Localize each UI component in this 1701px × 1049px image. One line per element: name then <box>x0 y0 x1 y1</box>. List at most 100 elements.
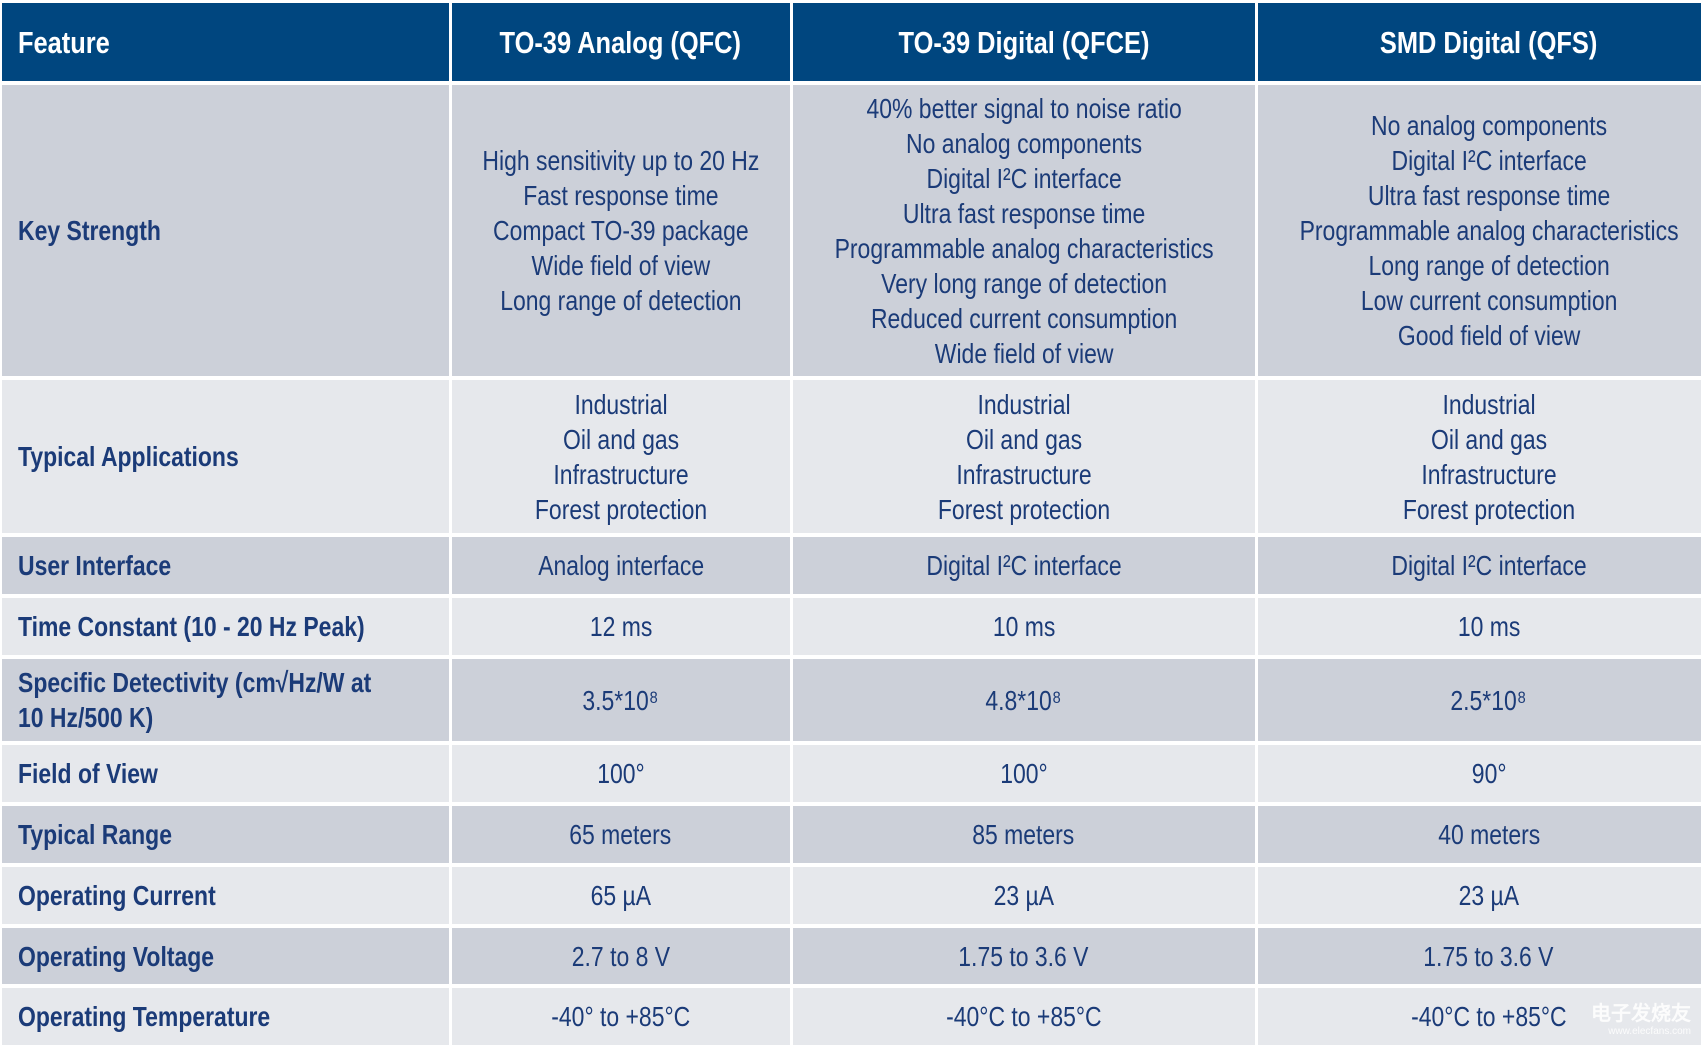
cell-line: Specific Detectivity (cm√Hz/W at <box>18 667 372 698</box>
cell-line: Low current consumption <box>1360 285 1618 316</box>
cell-line: Good field of view <box>1397 320 1581 351</box>
feature-label-cell: Field of View <box>2 745 452 806</box>
value-cell: High sensitivity up to 20 Hz Fast respons… <box>451 85 793 380</box>
cell-line: 40% better signal to noise ratio <box>866 92 1182 124</box>
cell-line: Long range of detection <box>500 285 742 316</box>
header-label: TO-39 Analog (QFC) <box>499 24 742 60</box>
cell-line: 40 meters <box>1437 819 1540 850</box>
value-cell: 85 meters <box>792 806 1258 867</box>
cell-line: Digital I²C interface <box>1391 145 1587 176</box>
cell-line: No analog components <box>1370 110 1607 141</box>
value-cell: 4.8*10⁸ <box>792 659 1258 745</box>
column-header-product: TO-39 Analog (QFC) <box>451 3 793 85</box>
value-cell: 100° <box>792 745 1258 806</box>
cell-line: Field of View <box>18 758 158 789</box>
cell-line: Infrastructure <box>956 458 1092 490</box>
header-row: Feature TO-39 Analog (QFC) TO-39 Digital (… <box>2 3 1701 85</box>
cell-line: 23 µA <box>993 880 1054 911</box>
cell-line: 65 meters <box>569 819 672 850</box>
cell-line: Reduced current consumption <box>870 302 1177 334</box>
value-cell: 40% better signal to noise ratio No analo… <box>792 85 1258 380</box>
cell-line: Infrastructure <box>1421 458 1557 490</box>
cell-line: Ultra fast response time <box>1367 180 1611 211</box>
cell-line: 3.5*10⁸ <box>582 684 659 716</box>
feature-label-cell: Operating Temperature <box>2 988 452 1049</box>
cell-line: Programmable analog characteristics <box>834 232 1214 264</box>
value-cell: 10 ms <box>1257 598 1701 659</box>
value-cell: Industrial Oil and gas Infrastructure Fores… <box>451 380 793 537</box>
value-cell: 2.7 to 8 V <box>451 928 793 988</box>
cell-line: Ultra fast response time <box>902 197 1145 229</box>
header-label: SMD Digital (QFS) <box>1380 24 1598 60</box>
value-cell: Digital I²C interface <box>792 537 1258 598</box>
table-row: Operating Voltage 2.7 to 8 V 1.75 to 3.6 V… <box>2 928 1701 988</box>
value-cell: Industrial Oil and gas Infrastructure Fores… <box>1257 380 1701 537</box>
cell-line: Industrial <box>977 388 1071 420</box>
cell-line: Oil and gas <box>1430 423 1547 455</box>
value-cell: 10 ms <box>792 598 1258 659</box>
value-cell: -40°C to +85°C <box>792 988 1258 1049</box>
cell-line: Typical Range <box>18 819 172 850</box>
cell-line: Typical Applications <box>18 441 239 472</box>
cell-line: Industrial <box>574 388 668 420</box>
table-row: Typical Range 65 meters 85 meters 40 meters <box>2 806 1701 867</box>
cell-line: Fast response time <box>523 180 719 211</box>
feature-label-cell: User Interface <box>2 537 452 598</box>
cell-line: Digital I²C interface <box>926 162 1122 194</box>
cell-line: 100° <box>596 758 645 789</box>
value-cell: Digital I²C interface <box>1257 537 1701 598</box>
cell-line: Oil and gas <box>562 423 679 455</box>
value-cell: 65 meters <box>451 806 793 867</box>
feature-label-cell: Time Constant (10 - 20 Hz Peak) <box>2 598 452 659</box>
cell-line: Key Strength <box>18 215 161 246</box>
value-cell: Industrial Oil and gas Infrastructure Fores… <box>792 380 1258 537</box>
feature-label-cell: Typical Applications <box>2 380 452 537</box>
feature-label-cell: Operating Current <box>2 867 452 928</box>
table-row: Key Strength High sensitivity up to 20 Hz… <box>2 85 1701 380</box>
cell-line: Operating Temperature <box>18 1001 271 1032</box>
cell-line: Programmable analog characteristics <box>1299 215 1679 246</box>
watermark-logo: 电子发烧友 www.elecfans.com <box>1591 997 1691 1037</box>
cell-line: Operating Voltage <box>18 940 215 972</box>
cell-line: 23 µA <box>1458 880 1520 911</box>
cell-line: Oil and gas <box>965 423 1082 455</box>
value-cell: 65 µA <box>451 867 793 928</box>
cell-line: 4.8*10⁸ <box>985 684 1062 716</box>
value-cell: 90° <box>1257 745 1701 806</box>
value-cell: 23 µA <box>1257 867 1701 928</box>
table-row: Operating Temperature -40° to +85°C -40°C … <box>2 988 1701 1049</box>
table-row: Operating Current 65 µA 23 µA 23 µA <box>2 867 1701 928</box>
cell-line: 2.5*10⁸ <box>1450 684 1527 716</box>
cell-line: Wide field of view <box>531 250 711 281</box>
watermark-name: 电子发烧友 <box>1591 1003 1691 1025</box>
cell-line: Infrastructure <box>553 458 689 490</box>
cell-line: -40° to +85°C <box>551 1001 691 1032</box>
watermark-url: www.elecfans.com <box>1608 1026 1691 1037</box>
feature-label-cell: Specific Detectivity (cm√Hz/W at 10 Hz/50… <box>2 659 452 745</box>
table-row: User Interface Analog interface Digital I²… <box>2 537 1701 598</box>
cell-line: Digital I²C interface <box>1391 550 1587 581</box>
cell-line: 10 ms <box>992 611 1055 642</box>
feature-label-cell: Typical Range <box>2 806 452 867</box>
cell-line: 85 meters <box>972 819 1075 850</box>
cell-line: High sensitivity up to 20 Hz <box>482 145 760 176</box>
cell-line: 10 Hz/500 K) <box>18 702 154 733</box>
cell-line: User Interface <box>18 550 172 581</box>
column-header-product: SMD Digital (QFS) <box>1257 3 1701 85</box>
value-cell: 3.5*10⁸ <box>451 659 793 745</box>
cell-line: 1.75 to 3.6 V <box>958 940 1089 972</box>
cell-line: 65 µA <box>590 880 651 911</box>
cell-line: 100° <box>999 758 1048 789</box>
cell-line: Forest protection <box>1402 493 1576 525</box>
header-label: TO-39 Digital (QFCE) <box>898 24 1150 60</box>
cell-line: Time Constant (10 - 20 Hz Peak) <box>18 611 365 642</box>
value-cell: -40° to +85°C <box>451 988 793 1049</box>
cell-line: 12 ms <box>589 611 652 642</box>
comparison-table: Feature TO-39 Analog (QFC) TO-39 Digital (… <box>2 3 1701 1049</box>
table-row: Specific Detectivity (cm√Hz/W at 10 Hz/50… <box>2 659 1701 745</box>
cell-line: Industrial <box>1442 388 1536 420</box>
value-cell: 2.5*10⁸ <box>1257 659 1701 745</box>
cell-line: Operating Current <box>18 880 216 911</box>
table-row: Time Constant (10 - 20 Hz Peak) 12 ms 10 m… <box>2 598 1701 659</box>
cell-line: No analog components <box>905 127 1142 159</box>
